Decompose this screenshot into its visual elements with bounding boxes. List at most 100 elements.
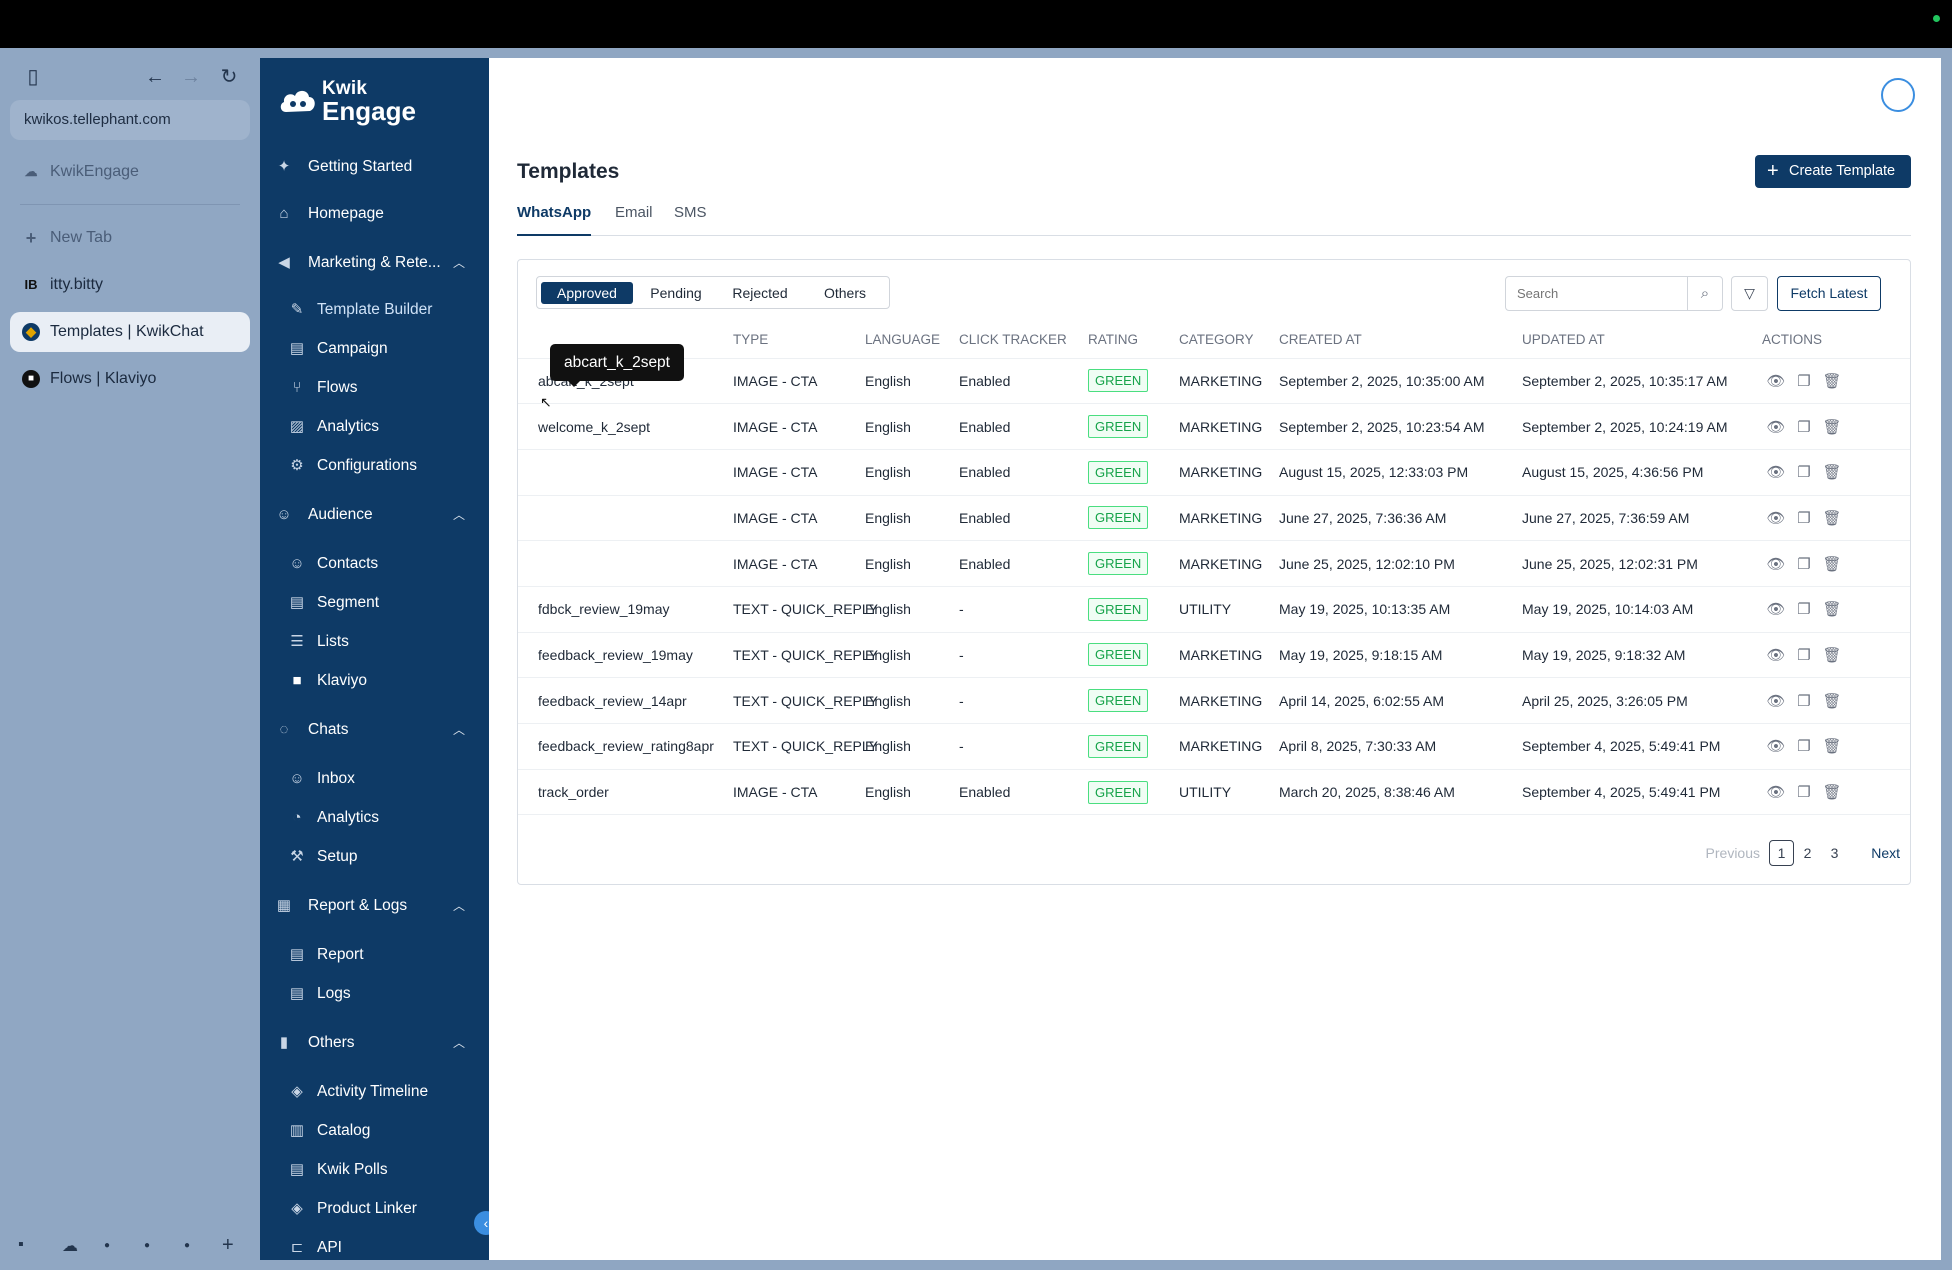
table-row[interactable]: IMAGE - CTA English Enabled GREEN MARKETING J… bbox=[518, 540, 1910, 587]
pagination-next[interactable]: Next bbox=[1871, 845, 1900, 861]
space-dot-icon[interactable]: ● bbox=[104, 1240, 111, 1251]
eye-icon[interactable]: 👁 bbox=[1766, 646, 1786, 664]
nav-section-audience[interactable]: ☺ Audience ︿ bbox=[260, 500, 489, 530]
space-dot-icon[interactable]: ● bbox=[144, 1240, 151, 1251]
pagination-page-3[interactable]: 3 bbox=[1830, 845, 1839, 861]
trash-icon[interactable]: 🗑 bbox=[1822, 646, 1842, 664]
eye-icon[interactable]: 👁 bbox=[1766, 372, 1786, 390]
eye-icon[interactable]: 👁 bbox=[1766, 418, 1786, 436]
space-icon[interactable]: ☁ bbox=[62, 1238, 78, 1255]
nav-analytics-chats[interactable]: ◔ Analytics bbox=[260, 803, 489, 833]
pinned-tab-kwikengage[interactable]: ☁ KwikEngage bbox=[10, 152, 250, 192]
copy-icon[interactable]: ❐ bbox=[1797, 418, 1811, 436]
nav-section-marketing[interactable]: ◀ Marketing & Rete... ︿ bbox=[260, 248, 489, 278]
filter-approved[interactable]: Approved bbox=[541, 282, 633, 304]
archive-icon[interactable]: ▪ bbox=[18, 1236, 24, 1253]
space-dot-icon[interactable]: ● bbox=[184, 1240, 191, 1251]
nav-report[interactable]: ▤ Report bbox=[260, 940, 489, 970]
filter-pending[interactable]: Pending bbox=[650, 285, 702, 301]
table-row[interactable]: IMAGE - CTA English Enabled GREEN MARKETING J… bbox=[518, 494, 1910, 541]
copy-icon[interactable]: ❐ bbox=[1797, 372, 1811, 390]
copy-icon[interactable]: ❐ bbox=[1797, 555, 1811, 573]
search-input[interactable] bbox=[1505, 276, 1688, 311]
reload-icon[interactable]: ↻ bbox=[220, 66, 238, 88]
kwikengage-logo[interactable]: Kwik Engage bbox=[278, 76, 458, 126]
nav-flows[interactable]: ⑂ Flows bbox=[260, 373, 489, 403]
nav-logs[interactable]: ▤ Logs bbox=[260, 979, 489, 1009]
nav-configurations[interactable]: ⚙ Configurations bbox=[260, 451, 489, 481]
nav-inbox[interactable]: ☺ Inbox bbox=[260, 764, 489, 794]
browser-tab-klaviyo[interactable]: ■ Flows | Klaviyo bbox=[10, 359, 250, 399]
trash-icon[interactable]: 🗑 bbox=[1822, 464, 1842, 482]
new-tab-button[interactable]: + New Tab bbox=[10, 218, 250, 258]
nav-api[interactable]: ⊏ API bbox=[260, 1233, 489, 1260]
nav-section-report-logs[interactable]: ▦ Report & Logs ︿ bbox=[260, 891, 489, 921]
trash-icon[interactable]: 🗑 bbox=[1822, 692, 1842, 710]
eye-icon[interactable]: 👁 bbox=[1766, 738, 1786, 756]
nav-analytics-marketing[interactable]: ▨ Analytics bbox=[260, 412, 489, 442]
nav-catalog[interactable]: ▥ Catalog bbox=[260, 1116, 489, 1146]
nav-kwik-polls[interactable]: ▤ Kwik Polls bbox=[260, 1155, 489, 1185]
filter-rejected[interactable]: Rejected bbox=[732, 285, 788, 301]
filter-icon[interactable]: ▽ bbox=[1731, 276, 1768, 311]
table-row[interactable]: feedback_review_19may TEXT - QUICK_REPLY E… bbox=[518, 631, 1910, 678]
nav-activity-timeline[interactable]: ◈ Activity Timeline bbox=[260, 1077, 489, 1107]
nav-homepage[interactable]: ⌂ Homepage bbox=[260, 199, 489, 229]
copy-icon[interactable]: ❐ bbox=[1797, 738, 1811, 756]
trash-icon[interactable]: 🗑 bbox=[1822, 372, 1842, 390]
nav-getting-started[interactable]: ✦ Getting Started bbox=[260, 152, 489, 182]
nav-segment[interactable]: ▤ Segment bbox=[260, 588, 489, 618]
add-space-icon[interactable]: + bbox=[222, 1234, 234, 1256]
trash-icon[interactable]: 🗑 bbox=[1822, 601, 1842, 619]
copy-icon[interactable]: ❐ bbox=[1797, 646, 1811, 664]
table-row[interactable]: IMAGE - CTA English Enabled GREEN MARKETING A… bbox=[518, 448, 1910, 496]
nav-template-builder[interactable]: ✎ Template Builder bbox=[260, 295, 489, 325]
nav-section-others[interactable]: ▮ Others ︿ bbox=[260, 1028, 489, 1058]
browser-tab-templates[interactable]: ◆ Templates | KwikChat bbox=[10, 312, 250, 352]
nav-contacts[interactable]: ☺ Contacts bbox=[260, 549, 489, 579]
table-row[interactable]: track_order IMAGE - CTA English Enabled GREE… bbox=[518, 768, 1910, 816]
trash-icon[interactable]: 🗑 bbox=[1822, 738, 1842, 756]
nav-campaign[interactable]: ▤ Campaign bbox=[260, 334, 489, 364]
create-template-button[interactable]: + Create Template bbox=[1755, 155, 1911, 188]
nav-klaviyo[interactable]: ■ Klaviyo bbox=[260, 666, 489, 696]
copy-icon[interactable]: ❐ bbox=[1797, 464, 1811, 482]
trash-icon[interactable]: 🗑 bbox=[1822, 784, 1842, 802]
eye-icon[interactable]: 👁 bbox=[1766, 509, 1786, 527]
sidebar-toggle-icon[interactable]: ▯ bbox=[27, 66, 39, 88]
browser-tab-itty-bitty[interactable]: IB itty.bitty bbox=[10, 265, 250, 305]
tab-sms[interactable]: SMS bbox=[674, 204, 707, 221]
trash-icon[interactable]: 🗑 bbox=[1822, 555, 1842, 573]
copy-icon[interactable]: ❐ bbox=[1797, 784, 1811, 802]
filter-others[interactable]: Others bbox=[823, 285, 866, 301]
pagination-previous[interactable]: Previous bbox=[1705, 845, 1760, 861]
back-icon[interactable]: ← bbox=[145, 66, 165, 88]
eye-icon[interactable]: 👁 bbox=[1766, 464, 1786, 482]
fetch-latest-button[interactable]: Fetch Latest bbox=[1777, 276, 1881, 311]
copy-icon[interactable]: ❐ bbox=[1797, 509, 1811, 527]
table-row[interactable]: feedback_review_14apr TEXT - QUICK_REPLY E… bbox=[518, 677, 1910, 724]
eye-icon[interactable]: 👁 bbox=[1766, 601, 1786, 619]
table-row[interactable]: fdbck_review_19may TEXT - QUICK_REPLY Engl… bbox=[518, 585, 1910, 633]
forward-icon[interactable]: → bbox=[181, 66, 201, 88]
eye-icon[interactable]: 👁 bbox=[1766, 784, 1786, 802]
nav-setup[interactable]: ⚒ Setup bbox=[260, 842, 489, 872]
table-row[interactable]: feedback_review_rating8apr TEXT - QUICK_R… bbox=[518, 723, 1910, 770]
nav-section-chats[interactable]: ◌ Chats ︿ bbox=[260, 715, 489, 745]
pagination-page-1[interactable]: 1 bbox=[1769, 840, 1794, 866]
trash-icon[interactable]: 🗑 bbox=[1822, 509, 1842, 527]
table-row[interactable]: welcome_k_2sept IMAGE - CTA English Enabled… bbox=[518, 403, 1910, 450]
copy-icon[interactable]: ❐ bbox=[1797, 601, 1811, 619]
search-icon[interactable]: ⌕ bbox=[1687, 276, 1723, 311]
nav-lists[interactable]: ☰ Lists bbox=[260, 627, 489, 657]
eye-icon[interactable]: 👁 bbox=[1766, 692, 1786, 710]
url-bar[interactable]: kwikos.tellephant.com bbox=[10, 100, 250, 140]
nav-product-linker[interactable]: ◈ Product Linker bbox=[260, 1194, 489, 1224]
trash-icon[interactable]: 🗑 bbox=[1822, 418, 1842, 436]
pagination-page-2[interactable]: 2 bbox=[1803, 845, 1812, 861]
tab-email[interactable]: Email bbox=[615, 204, 653, 221]
eye-icon[interactable]: 👁 bbox=[1766, 555, 1786, 573]
tab-whatsapp[interactable]: WhatsApp bbox=[517, 204, 592, 236]
copy-icon[interactable]: ❐ bbox=[1797, 692, 1811, 710]
